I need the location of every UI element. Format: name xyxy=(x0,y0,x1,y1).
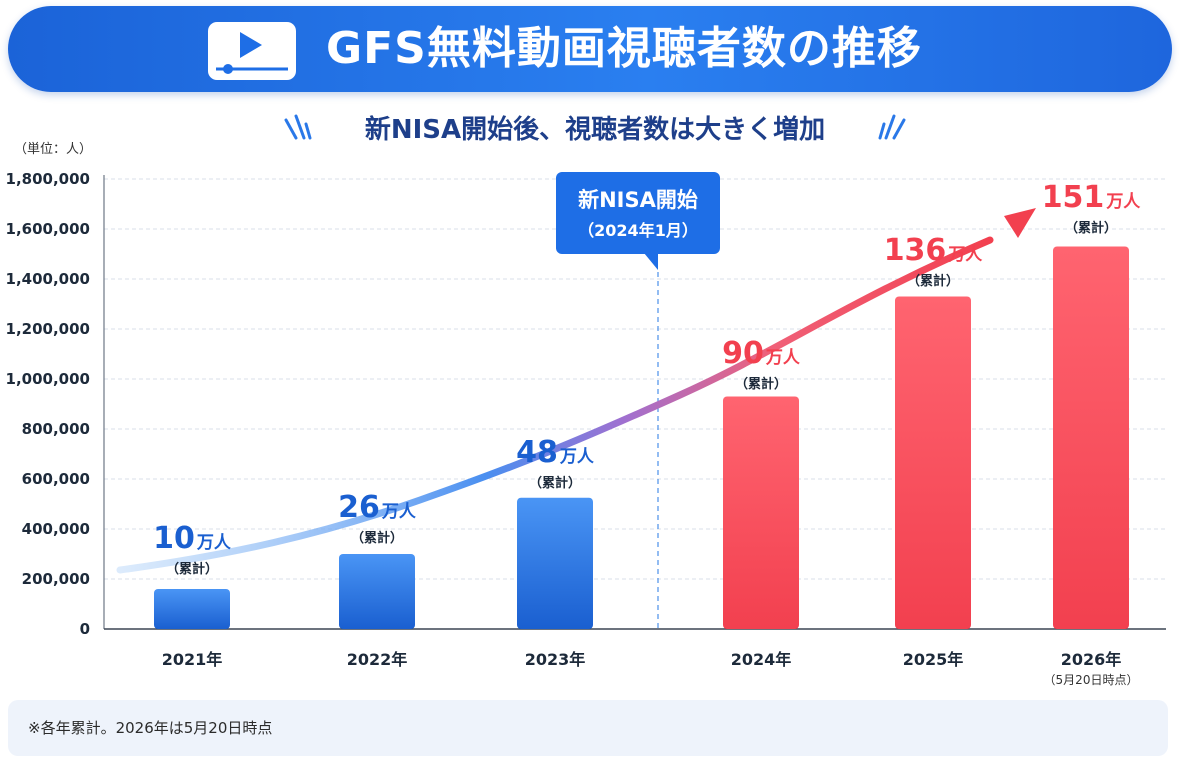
nisa-callout-title: 新NISA開始 xyxy=(578,188,698,212)
x-tick-label: 2026年 xyxy=(1061,650,1122,669)
bar-2024年 xyxy=(723,396,799,629)
subtitle-area: 新NISA開始後、視聴者数は大きく増加 xyxy=(270,110,920,154)
video-player-icon xyxy=(208,22,296,80)
y-tick-label: 1,800,000 xyxy=(6,170,90,188)
data-label-note: （累計） xyxy=(1065,220,1117,236)
data-label: 90 万人 xyxy=(722,336,801,371)
y-tick-label: 1,600,000 xyxy=(6,220,90,238)
chart-title: GFS無料動画視聴者数の推移 xyxy=(326,23,922,74)
data-label: 151 万人 xyxy=(1042,180,1142,215)
nisa-callout-date: （2024年1月） xyxy=(578,221,698,240)
data-label-note: （累計） xyxy=(735,376,787,392)
x-tick-label: 2021年 xyxy=(162,650,223,669)
x-tick-subnote: （5月20日時点） xyxy=(1044,673,1139,687)
y-axis-unit-label: （単位：人） xyxy=(14,142,93,157)
nisa-callout-box xyxy=(556,172,720,254)
bar-2026年 xyxy=(1053,246,1129,629)
footnote-box: ※各年累計。2026年は5月20日時点 xyxy=(8,700,1168,756)
data-label: 26 万人 xyxy=(338,490,417,525)
growth-trend-arrow xyxy=(116,236,994,574)
y-tick-label: 600,000 xyxy=(22,470,90,488)
bar-2025年 xyxy=(895,296,971,629)
chart-subtitle: 新NISA開始後、視聴者数は大きく増加 xyxy=(364,115,826,145)
bar-2021年 xyxy=(154,589,230,629)
title-banner: GFS無料動画視聴者数の推移 xyxy=(8,6,1172,92)
data-label: 136 万人 xyxy=(884,233,984,268)
sparkle-left-icon xyxy=(284,114,312,140)
bar-2023年 xyxy=(517,497,593,629)
footnote-text: ※各年累計。2026年は5月20日時点 xyxy=(28,719,273,737)
nisa-callout-pointer xyxy=(644,253,658,270)
x-tick-label: 2022年 xyxy=(347,650,408,669)
sparkle-right-icon xyxy=(878,114,906,140)
data-label-note: （累計） xyxy=(351,530,403,546)
y-tick-label: 200,000 xyxy=(22,570,90,588)
y-tick-label: 400,000 xyxy=(22,520,90,538)
data-label-note: （累計） xyxy=(529,475,581,491)
y-tick-label: 800,000 xyxy=(22,420,90,438)
data-label: 48 万人 xyxy=(516,435,595,470)
y-tick-label: 1,000,000 xyxy=(6,370,90,388)
x-tick-label: 2025年 xyxy=(903,650,964,669)
data-label-note: （累計） xyxy=(166,561,218,577)
y-tick-label: 1,200,000 xyxy=(6,320,90,338)
bar-2022年 xyxy=(339,554,415,629)
trend-arrowhead xyxy=(1004,208,1036,238)
x-tick-label: 2024年 xyxy=(731,650,792,669)
y-tick-label: 0 xyxy=(80,620,90,638)
data-label-note: （累計） xyxy=(907,273,959,289)
data-label: 10 万人 xyxy=(153,521,232,556)
x-tick-label: 2023年 xyxy=(525,650,586,669)
y-tick-label: 1,400,000 xyxy=(6,270,90,288)
